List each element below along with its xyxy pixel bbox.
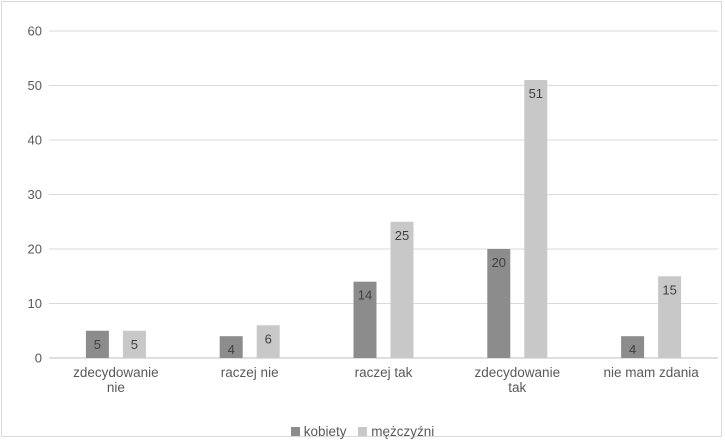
x-tick-label-1-0: raczej nie xyxy=(221,365,279,380)
y-tick-label-50: 50 xyxy=(28,78,42,93)
bar-mezczyzni-1 xyxy=(256,325,280,358)
data-label-kobiety-2: 14 xyxy=(358,288,372,303)
x-tick-label-3-1: tak xyxy=(508,380,526,395)
data-label-mezczyzni-2: 25 xyxy=(395,228,409,243)
legend-item-mezczyzni: mężczyźni xyxy=(358,424,434,439)
data-label-kobiety-4: 4 xyxy=(629,342,636,357)
legend: kobiety mężczyźni xyxy=(0,424,725,439)
data-label-kobiety-3: 20 xyxy=(492,255,506,270)
data-label-kobiety-0: 5 xyxy=(94,337,101,352)
data-label-kobiety-1: 4 xyxy=(228,342,235,357)
y-tick-label-60: 60 xyxy=(28,24,42,39)
legend-item-kobiety: kobiety xyxy=(290,424,347,439)
data-label-mezczyzni-4: 15 xyxy=(662,282,676,297)
y-tick-label-10: 10 xyxy=(28,296,42,311)
bar-mezczyzni-0 xyxy=(122,330,146,358)
bar-mezczyzni-4 xyxy=(658,276,682,358)
y-tick-label-40: 40 xyxy=(28,133,42,148)
bar-kobiety-1 xyxy=(219,336,243,358)
y-tick-label-20: 20 xyxy=(28,242,42,257)
x-tick-label-3-0: zdecydowanie xyxy=(475,365,561,380)
y-tick-label-0: 0 xyxy=(35,351,42,366)
bar-mezczyzni-2 xyxy=(390,221,414,358)
x-tick-label-2-0: raczej tak xyxy=(355,365,413,380)
legend-label-kobiety: kobiety xyxy=(303,424,347,439)
y-tick-label-30: 30 xyxy=(28,187,42,202)
legend-swatch-kobiety xyxy=(290,427,300,436)
data-label-mezczyzni-0: 5 xyxy=(131,337,138,352)
data-label-mezczyzni-3: 51 xyxy=(529,86,543,101)
bar-kobiety-3 xyxy=(487,249,511,358)
bar-mezczyzni-3 xyxy=(524,80,548,359)
legend-label-mezczyzni: mężczyźni xyxy=(371,424,435,439)
x-tick-label-4-0: nie mam zdania xyxy=(603,365,699,380)
x-tick-label-0-0: zdecydowanie xyxy=(73,365,159,380)
bar-kobiety-4 xyxy=(621,336,645,358)
legend-swatch-mezczyzni xyxy=(358,427,368,436)
data-label-mezczyzni-1: 6 xyxy=(265,331,272,346)
bar-kobiety-2 xyxy=(353,281,377,358)
bar-kobiety-0 xyxy=(85,330,109,358)
x-tick-label-0-1: nie xyxy=(107,380,125,395)
